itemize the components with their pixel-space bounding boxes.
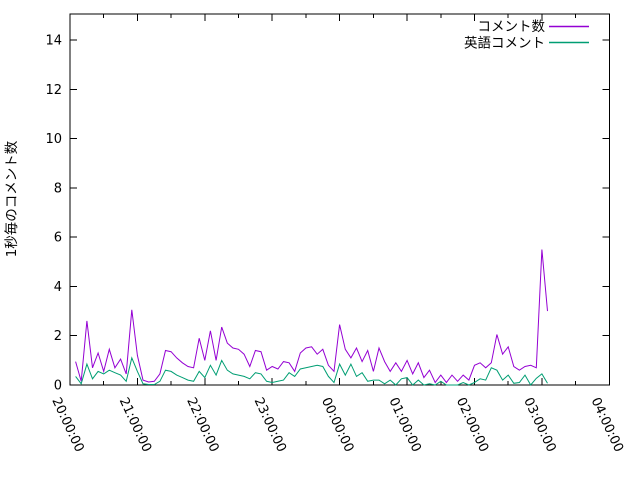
- y-tick-label: 0: [54, 379, 62, 394]
- y-tick-label: 4: [54, 280, 62, 295]
- x-tick-label: 00:00:00: [318, 395, 356, 454]
- x-tick-label: 21:00:00: [116, 395, 154, 454]
- y-axis-title: 1秒毎のコメント数: [4, 140, 20, 257]
- y-tick-label: 14: [45, 34, 62, 49]
- series-lines: [75, 249, 548, 386]
- x-tick-label: 22:00:00: [183, 395, 221, 454]
- x-axis-tick-labels: 20:00:00 21:00:00 22:00:00 23:00:00 00:00:00…: [48, 395, 626, 454]
- legend-label-english-comments: 英語コメント: [464, 35, 545, 52]
- series-line-1: [75, 356, 548, 386]
- y-tick-label: 2: [54, 329, 62, 344]
- x-tick-label: 20:00:00: [48, 395, 86, 454]
- legend: コメント数 英語コメント: [464, 19, 589, 52]
- axis-ticks: [69, 14, 610, 386]
- x-tick-label: 02:00:00: [453, 395, 491, 454]
- plot-border: [69, 13, 610, 386]
- y-axis-tick-labels: 0 2 4 6 8 10 12 14: [45, 34, 62, 394]
- x-tick-label: 04:00:00: [588, 395, 626, 454]
- x-tick-label: 01:00:00: [385, 395, 423, 454]
- series-line-0: [75, 249, 548, 384]
- y-tick-label: 8: [54, 181, 62, 196]
- legend-label-comment-count: コメント数: [478, 19, 546, 35]
- x-tick-label: 23:00:00: [251, 395, 289, 454]
- y-tick-label: 6: [54, 231, 62, 246]
- y-tick-label: 12: [45, 83, 62, 98]
- y-tick-label: 10: [45, 132, 62, 147]
- x-tick-label: 03:00:00: [520, 395, 558, 454]
